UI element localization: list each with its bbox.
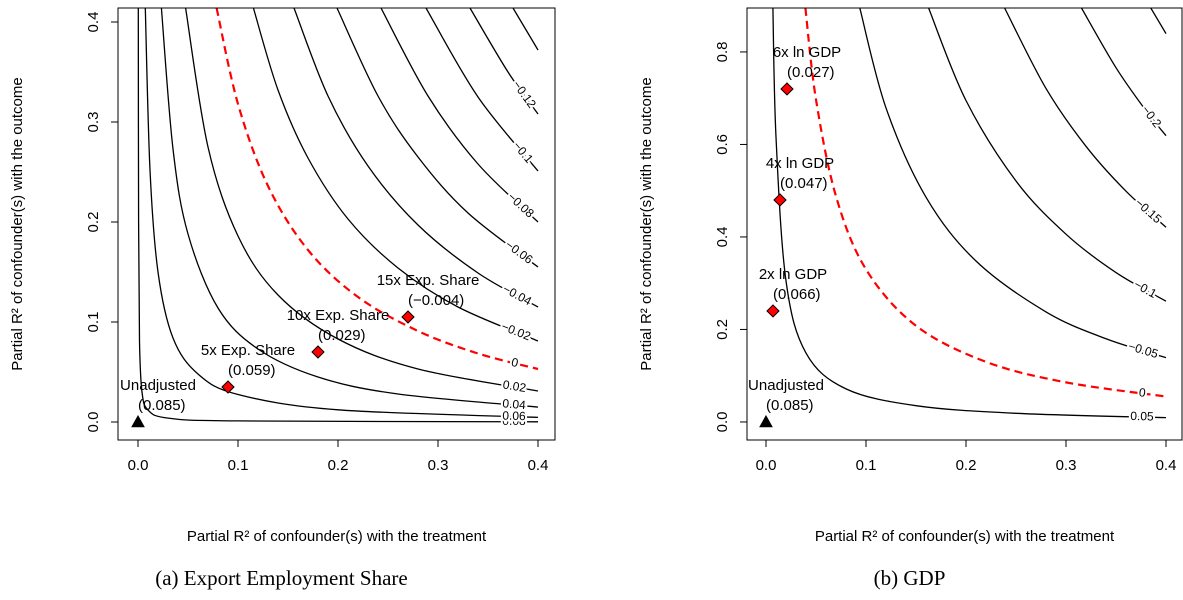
x-tick-label: 0.4 [528, 457, 549, 474]
contour-label: 0.04 [502, 396, 527, 412]
y-tick-label: 0.4 [714, 227, 731, 248]
contour-line [137, 8, 539, 423]
x-tick-label: 0.0 [756, 457, 777, 474]
caption: (a) Export Employment Share [155, 566, 408, 590]
contour-line [144, 8, 539, 419]
benchmark-estimate: (0.085) [766, 397, 814, 414]
contour-label: 0.02 [502, 377, 528, 395]
contour-line [512, 8, 539, 51]
y-tick-label: 0.4 [85, 12, 102, 33]
contour-line [469, 8, 539, 115]
benchmark-label: 5x Exp. Share [201, 342, 295, 359]
benchmark-label: 4x ln GDP [766, 155, 834, 172]
benchmark-estimate: (0.066) [773, 286, 821, 303]
y-axis-label: Partial R² of confounder(s) with the out… [638, 77, 655, 370]
y-tick-label: 0.0 [85, 412, 102, 433]
benchmark-marker [131, 414, 145, 428]
x-tick-label: 0.1 [228, 457, 249, 474]
x-tick-label: 0.0 [128, 457, 149, 474]
x-tick-label: 0.1 [856, 457, 877, 474]
x-axis-label: Partial R² of confounder(s) with the tre… [815, 528, 1115, 545]
contour-line [252, 8, 539, 342]
x-tick-label: 0.2 [328, 457, 349, 474]
x-tick-label: 0.4 [1156, 457, 1177, 474]
benchmark-label: 6x ln GDP [773, 44, 841, 61]
x-tick-label: 0.2 [956, 457, 977, 474]
benchmark-marker [221, 380, 235, 394]
caption: (b) GDP [874, 566, 946, 590]
contour-label: 0.05 [1130, 409, 1154, 424]
y-tick-label: 0.1 [85, 312, 102, 333]
contour-label: −0.12 [510, 78, 539, 111]
benchmark-estimate: (0.047) [780, 175, 828, 192]
contour-label: −0.1 [1132, 277, 1160, 301]
contour-line [1004, 8, 1167, 228]
contour-label: −0.02 [499, 319, 533, 343]
benchmark-estimate: (−0.004) [408, 292, 464, 309]
benchmark-label: Unadjusted [748, 377, 824, 394]
benchmark-estimate: (0.059) [228, 362, 276, 379]
y-axis-label: Partial R² of confounder(s) with the out… [9, 77, 26, 370]
benchmark-estimate: (0.027) [787, 64, 835, 81]
y-tick-label: 0.2 [714, 319, 731, 340]
contour-label: 0 [510, 355, 520, 370]
contour-line [927, 8, 1167, 302]
benchmark-estimate: (0.029) [318, 327, 366, 344]
benchmark-marker [773, 193, 787, 207]
benchmark-marker [401, 310, 415, 324]
contour-line [772, 8, 1167, 419]
contour-line [804, 8, 1167, 398]
benchmark-label: Unadjusted [120, 377, 196, 394]
contour-line [1150, 8, 1167, 34]
contour-line [293, 8, 539, 308]
y-tick-label: 0.0 [714, 412, 731, 433]
y-tick-label: 0.8 [714, 42, 731, 63]
contour-line [160, 8, 539, 408]
benchmark-label: 15x Exp. Share [377, 272, 480, 289]
plot-area: 0.080.060.040.020−0.02−0.04−0.06−0.08−0.… [137, 8, 541, 430]
x-tick-label: 0.3 [1056, 457, 1077, 474]
plot-frame [117, 7, 556, 441]
contour-line [380, 8, 539, 223]
benchmark-marker [311, 345, 325, 359]
contour-line [336, 8, 539, 268]
y-tick-label: 0.2 [85, 212, 102, 233]
x-tick-label: 0.3 [428, 457, 449, 474]
contour-label: 0 [1138, 385, 1147, 400]
benchmark-marker [780, 82, 794, 96]
benchmark-estimate: (0.085) [138, 397, 186, 414]
contour-line [859, 8, 1167, 359]
x-axis-label: Partial R² of confounder(s) with the tre… [187, 528, 487, 545]
contour-line [184, 8, 539, 392]
contour-label: −0.04 [501, 282, 535, 309]
plot-frame [746, 7, 1183, 441]
contour-label: −0.06 [503, 237, 536, 266]
y-tick-label: 0.6 [714, 134, 731, 155]
contour-label: −0.05 [1127, 339, 1160, 361]
y-tick-label: 0.3 [85, 112, 102, 133]
benchmark-label: 10x Exp. Share [287, 307, 390, 324]
benchmark-label: 2x ln GDP [759, 266, 827, 283]
contour-line [215, 8, 539, 371]
benchmark-marker [766, 304, 780, 318]
contour-line [1080, 8, 1167, 137]
contour-line [425, 8, 539, 172]
contour-label: 0.06 [502, 408, 526, 423]
benchmark-marker [759, 414, 773, 428]
